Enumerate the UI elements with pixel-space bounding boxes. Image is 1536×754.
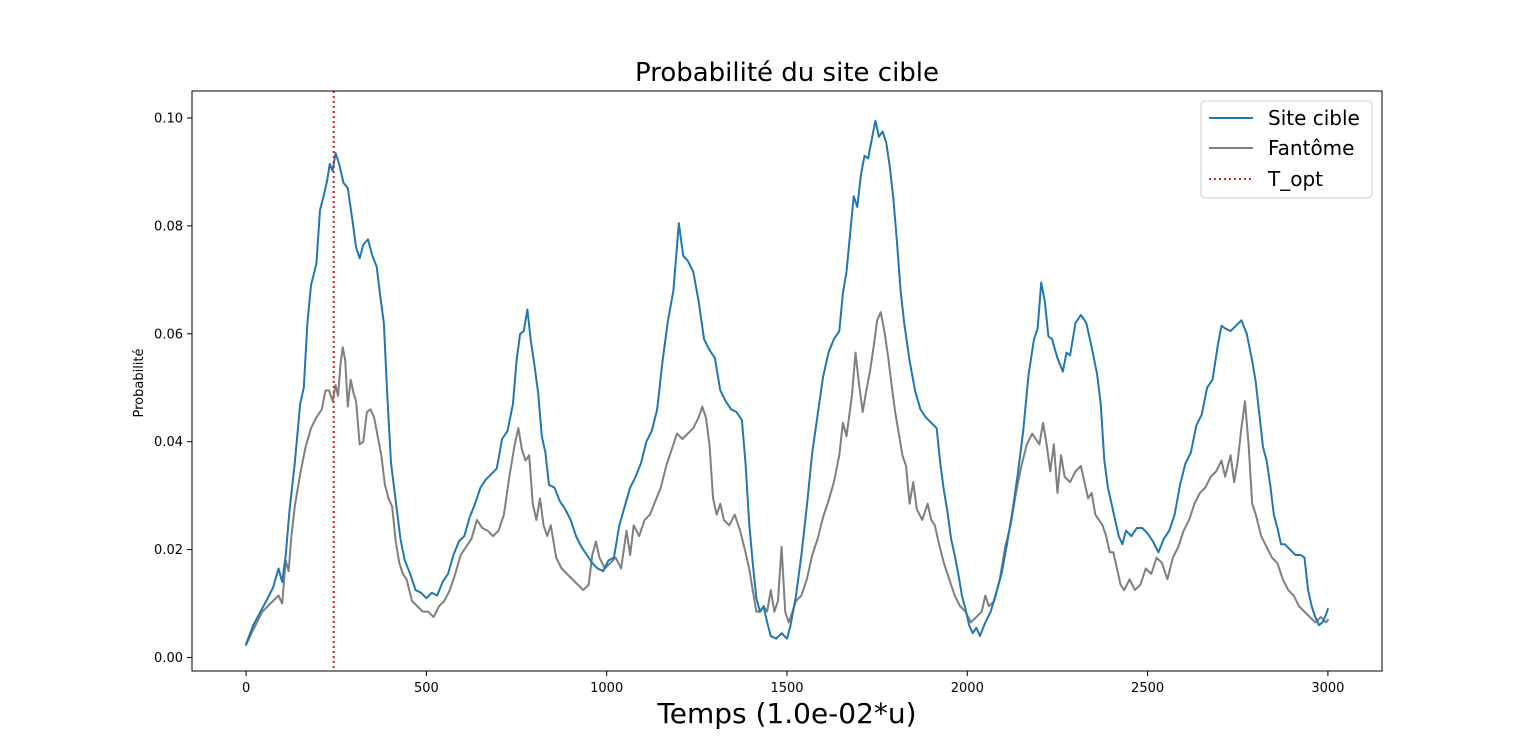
y-tick-label: 0.08 <box>154 219 183 234</box>
x-tick-label: 500 <box>414 681 439 696</box>
x-tick-label: 0 <box>242 681 250 696</box>
x-tick-label: 1500 <box>770 681 803 696</box>
legend-label-t-opt: T_opt <box>1267 167 1323 191</box>
series-line-fantome <box>245 311 1329 647</box>
series-line-site-cible <box>245 119 1329 646</box>
y-tick-label: 0.02 <box>154 543 183 558</box>
y-axis: 0.00 0.02 0.04 0.06 0.08 0.10 <box>154 111 192 666</box>
x-tick-label: 2000 <box>951 681 984 696</box>
y-tick-label: 0.06 <box>154 327 183 342</box>
x-axis: 0 500 1000 1500 2000 2500 3000 <box>242 671 1344 696</box>
x-tick-label: 2500 <box>1131 681 1164 696</box>
x-axis-label: Temps (1.0e-02*u) <box>656 697 916 730</box>
x-tick-label: 1000 <box>590 681 623 696</box>
chart-title: Probabilité du site cible <box>635 58 939 88</box>
series-layer <box>245 119 1329 647</box>
y-tick-label: 0.10 <box>154 111 183 126</box>
y-axis-label: Probabilité <box>132 348 147 417</box>
y-tick-label: 0.04 <box>154 435 183 450</box>
x-tick-label: 3000 <box>1311 681 1344 696</box>
legend-box <box>1200 100 1373 199</box>
legend-label-fantome: Fantôme <box>1268 136 1354 160</box>
legend: Site cible Fantôme T_opt <box>1200 100 1373 199</box>
legend-label-site-cible: Site cible <box>1268 106 1360 130</box>
y-tick-label: 0.00 <box>154 651 183 666</box>
